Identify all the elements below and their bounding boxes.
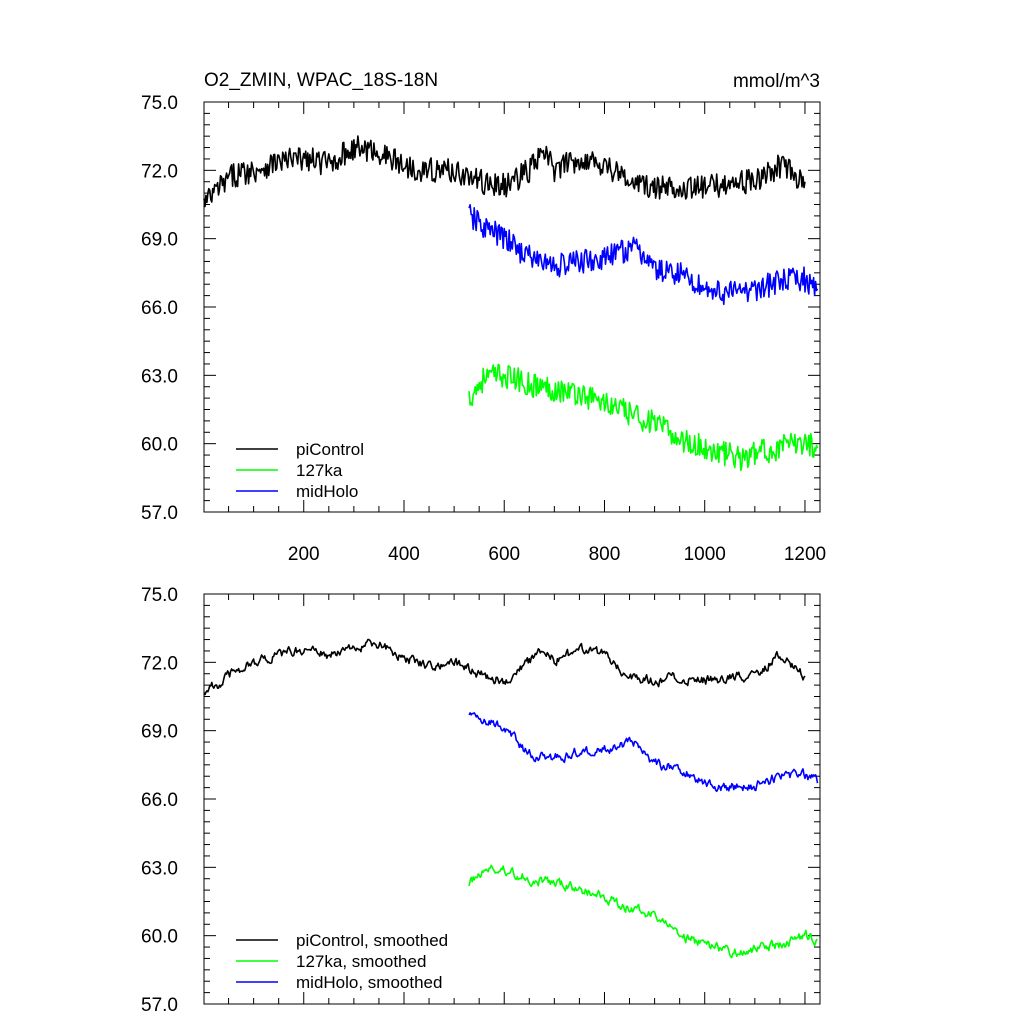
- bottom-panel: 57.0 60.0 63.0 66.0 69.0 72.0 75.0 piControl, s…: [141, 585, 821, 1016]
- y-tick-label: 75.0: [141, 93, 178, 114]
- legend-label: 127ka: [296, 461, 343, 480]
- series-line-midholo-smoothed: [468, 712, 819, 793]
- y-tick-label: 72.0: [141, 653, 178, 674]
- y-tick-label: 60.0: [141, 927, 178, 948]
- legend-label: midHolo: [296, 482, 358, 501]
- legend-label: midHolo, smoothed: [296, 973, 442, 992]
- y-tick-label: 63.0: [141, 858, 178, 879]
- legend-label: 127ka, smoothed: [296, 952, 426, 971]
- legend-label: piControl: [296, 440, 364, 459]
- series-line-midholo: [468, 204, 819, 306]
- series-line-127ka-smoothed: [468, 864, 818, 959]
- chart-title: O2_ZMIN, WPAC_18S-18N: [204, 70, 438, 91]
- series-line-picontrol-smoothed: [203, 638, 806, 696]
- y-tick-label: 66.0: [141, 298, 178, 319]
- y-tick-label: 57.0: [141, 995, 178, 1016]
- y-tick-label: 72.0: [141, 161, 178, 182]
- series-line-127ka: [468, 363, 819, 472]
- x-tick-label: 1200: [784, 544, 826, 565]
- x-tick-label: 600: [488, 544, 520, 565]
- y-tick-label: 63.0: [141, 366, 178, 387]
- x-tick-label: 1000: [684, 544, 726, 565]
- x-tick-label: 800: [589, 544, 621, 565]
- y-tick-label: 57.0: [141, 503, 178, 524]
- y-tick-label: 60.0: [141, 435, 178, 456]
- x-tick-label: 200: [288, 544, 320, 565]
- top-panel: 57.0 60.0 63.0 66.0 69.0 72.0 75.0 200 400 600 800…: [141, 93, 826, 565]
- units-label: mmol/m^3: [733, 71, 820, 92]
- y-tick-label: 69.0: [141, 230, 178, 251]
- legend-label: piControl, smoothed: [296, 931, 448, 950]
- y-tick-label: 66.0: [141, 790, 178, 811]
- series-line-picontrol: [203, 135, 806, 208]
- y-tick-label: 75.0: [141, 585, 178, 606]
- y-tick-label: 69.0: [141, 722, 178, 743]
- x-tick-label: 400: [388, 544, 420, 565]
